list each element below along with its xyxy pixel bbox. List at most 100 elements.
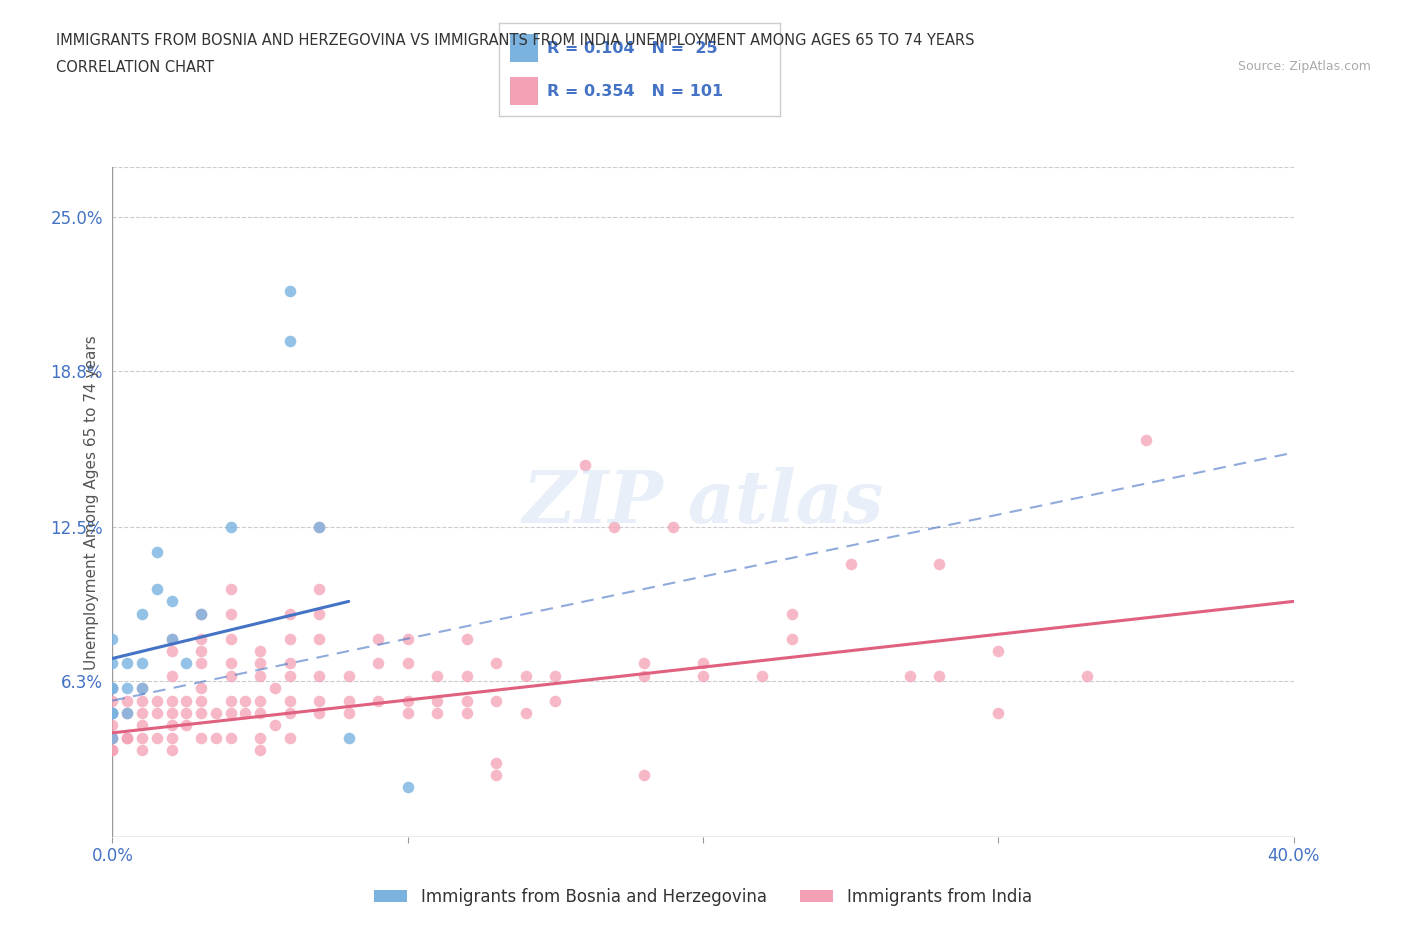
- Point: [190, 706, 212, 721]
- Point: [1076, 669, 1098, 684]
- Point: [544, 693, 567, 708]
- Point: [131, 681, 153, 696]
- Point: [396, 631, 419, 646]
- Point: [219, 693, 242, 708]
- Text: R = 0.354   N = 101: R = 0.354 N = 101: [547, 84, 723, 99]
- Point: [131, 681, 153, 696]
- Point: [278, 706, 301, 721]
- Point: [131, 730, 153, 745]
- Point: [117, 706, 138, 721]
- Point: [101, 730, 124, 745]
- Point: [117, 656, 138, 671]
- Point: [117, 730, 138, 745]
- Point: [456, 706, 478, 721]
- Point: [101, 706, 124, 721]
- Point: [249, 743, 271, 758]
- Point: [544, 669, 567, 684]
- Point: [396, 706, 419, 721]
- Y-axis label: Unemployment Among Ages 65 to 74 years: Unemployment Among Ages 65 to 74 years: [83, 335, 98, 670]
- Point: [160, 718, 183, 733]
- Point: [146, 706, 169, 721]
- Point: [337, 706, 360, 721]
- Point: [633, 767, 655, 782]
- Text: CORRELATION CHART: CORRELATION CHART: [56, 60, 214, 75]
- Point: [987, 644, 1010, 658]
- Point: [190, 631, 212, 646]
- Point: [219, 706, 242, 721]
- Point: [190, 730, 212, 745]
- Point: [633, 656, 655, 671]
- Point: [249, 644, 271, 658]
- Point: [426, 669, 449, 684]
- Text: R = 0.104   N =  25: R = 0.104 N = 25: [547, 41, 717, 56]
- Point: [101, 706, 124, 721]
- Point: [337, 669, 360, 684]
- Point: [396, 656, 419, 671]
- Point: [174, 718, 197, 733]
- Point: [456, 669, 478, 684]
- Point: [264, 718, 287, 733]
- Point: [219, 520, 242, 535]
- Point: [146, 730, 169, 745]
- Text: IMMIGRANTS FROM BOSNIA AND HERZEGOVINA VS IMMIGRANTS FROM INDIA UNEMPLOYMENT AMO: IMMIGRANTS FROM BOSNIA AND HERZEGOVINA V…: [56, 33, 974, 47]
- Point: [367, 656, 389, 671]
- Point: [205, 730, 228, 745]
- Point: [190, 681, 212, 696]
- Point: [101, 730, 124, 745]
- Point: [101, 656, 124, 671]
- Point: [131, 743, 153, 758]
- Point: [101, 681, 124, 696]
- Point: [249, 706, 271, 721]
- Point: [146, 581, 169, 596]
- Point: [751, 669, 773, 684]
- Point: [233, 693, 256, 708]
- Point: [485, 656, 508, 671]
- Point: [131, 656, 153, 671]
- Point: [928, 669, 950, 684]
- Point: [308, 520, 330, 535]
- Point: [174, 693, 197, 708]
- Point: [485, 693, 508, 708]
- Point: [308, 631, 330, 646]
- Point: [1135, 432, 1157, 447]
- Point: [190, 693, 212, 708]
- Point: [219, 669, 242, 684]
- Point: [146, 544, 169, 559]
- Point: [987, 706, 1010, 721]
- Legend: Immigrants from Bosnia and Herzegovina, Immigrants from India: Immigrants from Bosnia and Herzegovina, …: [367, 881, 1039, 912]
- Point: [101, 681, 124, 696]
- Point: [101, 706, 124, 721]
- Point: [131, 606, 153, 621]
- Point: [308, 520, 330, 535]
- Point: [839, 557, 862, 572]
- Point: [308, 693, 330, 708]
- Point: [101, 718, 124, 733]
- Point: [278, 334, 301, 349]
- Point: [219, 656, 242, 671]
- Point: [928, 557, 950, 572]
- Point: [117, 681, 138, 696]
- Point: [278, 606, 301, 621]
- Point: [219, 606, 242, 621]
- Point: [278, 656, 301, 671]
- Point: [174, 706, 197, 721]
- FancyBboxPatch shape: [510, 77, 538, 105]
- Point: [308, 606, 330, 621]
- Point: [264, 681, 287, 696]
- Point: [101, 681, 124, 696]
- Point: [160, 706, 183, 721]
- Point: [278, 669, 301, 684]
- Point: [337, 730, 360, 745]
- Point: [101, 730, 124, 745]
- Point: [278, 693, 301, 708]
- Point: [249, 656, 271, 671]
- Point: [160, 730, 183, 745]
- Point: [249, 669, 271, 684]
- Point: [308, 706, 330, 721]
- Point: [308, 669, 330, 684]
- Point: [219, 581, 242, 596]
- Point: [249, 730, 271, 745]
- Point: [515, 669, 537, 684]
- Point: [367, 693, 389, 708]
- Point: [101, 743, 124, 758]
